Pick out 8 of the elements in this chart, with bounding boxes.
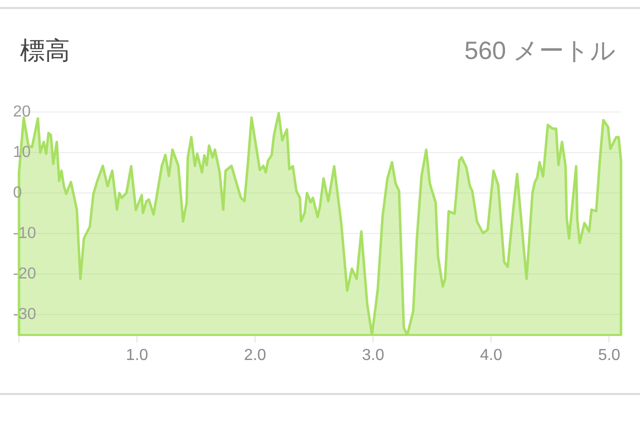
x-tick-label: 1.0 xyxy=(126,346,148,364)
x-tick-label: 3.0 xyxy=(362,346,384,364)
chart-subtitle: 560 メートル xyxy=(464,36,616,67)
y-tick-label: 20 xyxy=(13,103,31,120)
x-tick-label: 2.0 xyxy=(244,346,266,364)
chart-title: 標高 xyxy=(20,36,70,67)
x-tick-label: 4.0 xyxy=(480,346,502,364)
x-tick-label: 5.0 xyxy=(598,346,620,364)
